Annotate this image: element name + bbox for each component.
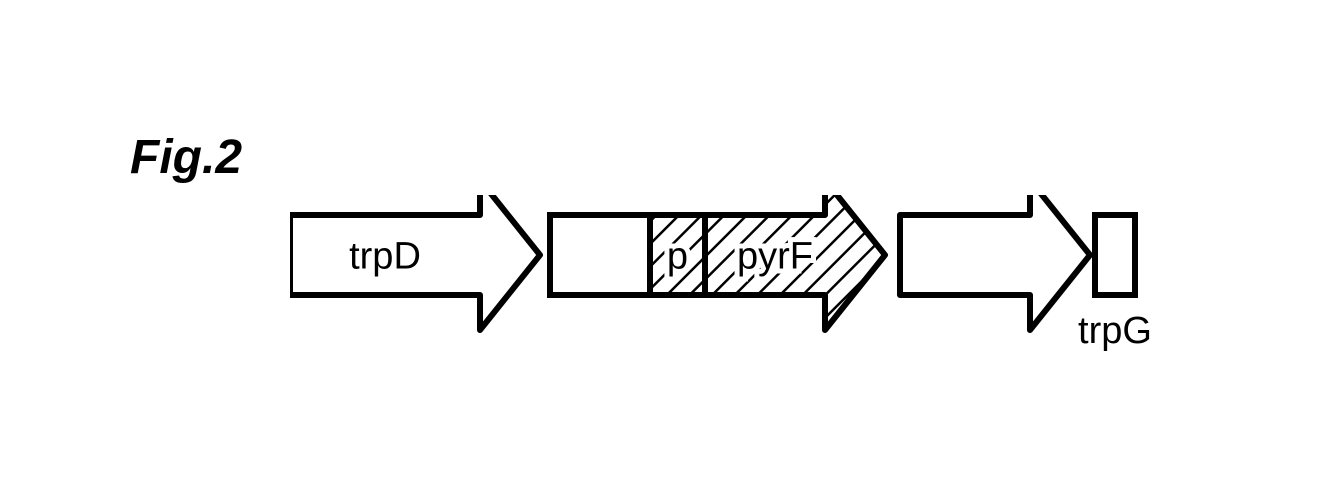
promoter-label: p bbox=[667, 235, 688, 277]
middle-box bbox=[550, 215, 650, 295]
arrow-3 bbox=[900, 195, 1090, 330]
trpG-box bbox=[1095, 215, 1135, 295]
trpD-label: trpD bbox=[349, 235, 421, 277]
figure-label: Fig.2 bbox=[130, 130, 242, 185]
gene-diagram: trpD p pyrF trpG bbox=[290, 195, 1170, 400]
pyrF-label: pyrF bbox=[737, 235, 813, 277]
trpG-label: trpG bbox=[1078, 310, 1152, 352]
